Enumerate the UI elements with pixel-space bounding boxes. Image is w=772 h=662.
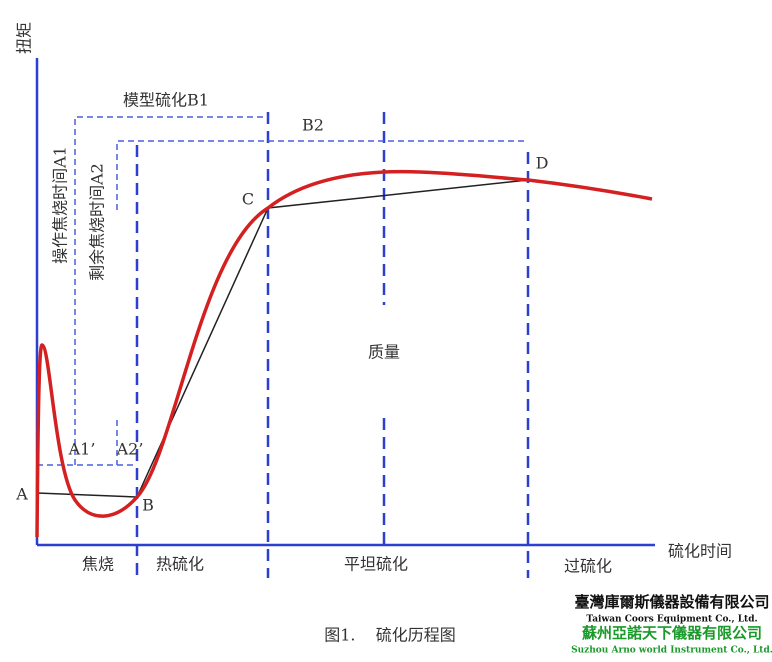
company-name: 臺灣庫爾斯儀器設備有限公司 [574, 593, 769, 611]
point-label: A [15, 485, 28, 504]
a2-label: 剩余焦烧时间A2 [88, 163, 107, 281]
company-name: Taiwan Coors Equipment Co., Ltd. [586, 615, 757, 625]
b1-label: 模型硫化B1 [123, 91, 209, 110]
a1-prime: A1’ [68, 440, 96, 459]
b1-guide [74, 116, 268, 465]
stage-label: 平坦硫化 [344, 555, 408, 574]
stage-label: 热硫化 [156, 555, 204, 574]
chord-line [36, 179, 529, 498]
quality-label: 质量 [368, 343, 400, 362]
a1-label: 操作焦烧时间A1 [51, 146, 70, 264]
point-label: D [536, 154, 549, 173]
point-label: C [242, 190, 254, 209]
stage-label: 焦烧 [82, 555, 114, 574]
cure-curve [35, 169, 653, 538]
company-name: 蘇州亞諾天下儀器有限公司 [581, 624, 762, 642]
company-name: Suzhou Arno world Instrument Co., Ltd. [571, 646, 772, 656]
a2-prime: A2’ [116, 440, 144, 459]
b2-label: B2 [302, 116, 324, 135]
y-axis-label: 扭矩 [15, 22, 34, 54]
x-axis-label: 硫化时间 [668, 542, 732, 561]
b2-guide [116, 140, 528, 210]
point-label: B [142, 496, 154, 515]
stage-label: 过硫化 [564, 557, 612, 576]
caption: 图1. 硫化历程图 [324, 626, 456, 645]
